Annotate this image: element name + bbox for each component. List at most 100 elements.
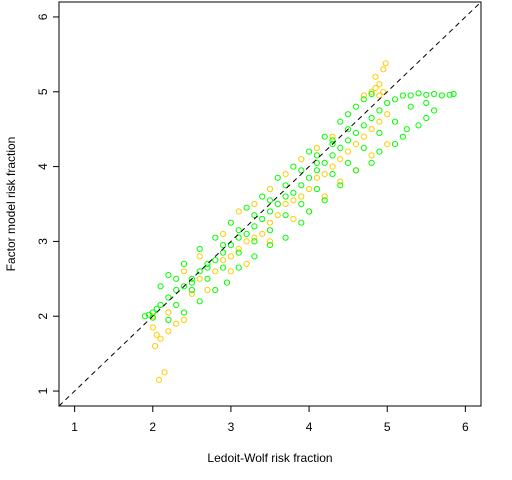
data-point bbox=[212, 257, 219, 264]
data-point bbox=[188, 290, 195, 297]
data-point bbox=[235, 264, 242, 271]
data-point bbox=[274, 174, 281, 181]
data-point bbox=[266, 219, 274, 226]
data-point bbox=[321, 133, 328, 140]
data-point bbox=[329, 137, 336, 144]
data-point bbox=[337, 144, 344, 151]
data-point bbox=[368, 152, 375, 159]
y-tick-label: 5 bbox=[36, 88, 50, 95]
data-point bbox=[360, 144, 367, 151]
data-point bbox=[212, 268, 219, 275]
x-tick-label: 6 bbox=[462, 420, 469, 434]
reference-line bbox=[58, 1, 482, 407]
data-point bbox=[399, 92, 406, 99]
data-point bbox=[360, 133, 367, 140]
data-point bbox=[204, 286, 211, 294]
data-point bbox=[204, 260, 211, 267]
data-point bbox=[251, 253, 258, 260]
data-point bbox=[298, 156, 305, 163]
x-axis-title: Ledoit-Wolf risk fraction bbox=[207, 451, 332, 465]
data-point bbox=[337, 182, 344, 189]
data-point bbox=[204, 275, 211, 282]
data-point bbox=[180, 283, 188, 290]
data-point bbox=[298, 219, 305, 226]
data-point bbox=[376, 129, 383, 136]
data-point bbox=[376, 118, 383, 125]
data-point bbox=[403, 126, 410, 133]
data-point bbox=[382, 60, 389, 67]
y-tick-label: 6 bbox=[36, 13, 50, 20]
data-point bbox=[290, 163, 297, 170]
data-point bbox=[337, 156, 344, 163]
data-point bbox=[165, 328, 172, 335]
data-point bbox=[368, 90, 375, 98]
data-point bbox=[368, 114, 375, 122]
data-point bbox=[376, 92, 383, 99]
data-point bbox=[376, 148, 383, 155]
data-point bbox=[321, 193, 328, 200]
x-tick-label: 5 bbox=[384, 420, 391, 434]
data-point bbox=[173, 301, 180, 309]
data-point bbox=[266, 242, 274, 249]
data-point bbox=[161, 369, 168, 376]
data-point bbox=[345, 159, 352, 166]
data-point bbox=[266, 185, 274, 193]
data-point bbox=[384, 111, 391, 118]
data-point bbox=[153, 331, 160, 338]
data-point bbox=[220, 257, 227, 264]
data-point bbox=[180, 260, 188, 267]
data-point bbox=[173, 275, 180, 282]
data-point bbox=[423, 99, 430, 107]
data-point bbox=[321, 197, 328, 204]
y-tick-label: 1 bbox=[36, 387, 50, 394]
data-point bbox=[345, 111, 352, 118]
data-point bbox=[290, 215, 297, 223]
x-tick-label: 1 bbox=[71, 420, 78, 434]
data-point bbox=[376, 81, 383, 88]
data-point bbox=[313, 144, 320, 151]
data-point bbox=[180, 316, 188, 324]
data-point bbox=[298, 200, 305, 208]
data-point bbox=[196, 298, 203, 305]
data-point bbox=[266, 208, 274, 215]
data-point bbox=[329, 141, 336, 148]
data-point bbox=[173, 286, 180, 294]
data-point bbox=[368, 88, 375, 95]
data-point bbox=[298, 182, 305, 189]
data-point bbox=[306, 174, 313, 181]
data-point bbox=[153, 305, 160, 312]
data-point bbox=[329, 133, 336, 140]
data-point bbox=[227, 253, 234, 260]
data-point bbox=[165, 316, 172, 324]
data-point bbox=[298, 193, 305, 200]
data-point bbox=[165, 294, 172, 301]
data-point bbox=[180, 268, 188, 275]
y-tick-label: 4 bbox=[36, 163, 50, 170]
y-axis: 1 2 3 4 5 6 bbox=[36, 13, 59, 394]
data-point bbox=[243, 204, 250, 211]
data-point bbox=[313, 174, 320, 181]
data-point bbox=[157, 283, 164, 290]
data-point bbox=[243, 230, 250, 237]
data-point bbox=[235, 208, 242, 215]
data-point bbox=[290, 189, 297, 196]
data-point bbox=[384, 99, 391, 107]
data-point bbox=[345, 126, 352, 133]
data-point bbox=[196, 268, 203, 275]
data-point bbox=[329, 152, 336, 159]
data-point bbox=[337, 118, 344, 125]
data-point bbox=[235, 227, 242, 234]
data-point bbox=[152, 343, 159, 350]
data-point bbox=[431, 107, 438, 114]
data-point bbox=[282, 182, 289, 189]
data-point bbox=[188, 275, 195, 282]
data-point bbox=[391, 141, 399, 148]
x-axis: 1 2 3 4 5 6 bbox=[71, 406, 469, 434]
data-point bbox=[352, 129, 360, 136]
data-point bbox=[235, 249, 242, 256]
data-point bbox=[266, 197, 274, 204]
data-point bbox=[212, 234, 219, 241]
data-point bbox=[313, 152, 320, 159]
data-point bbox=[251, 212, 258, 219]
data-point bbox=[360, 122, 367, 129]
